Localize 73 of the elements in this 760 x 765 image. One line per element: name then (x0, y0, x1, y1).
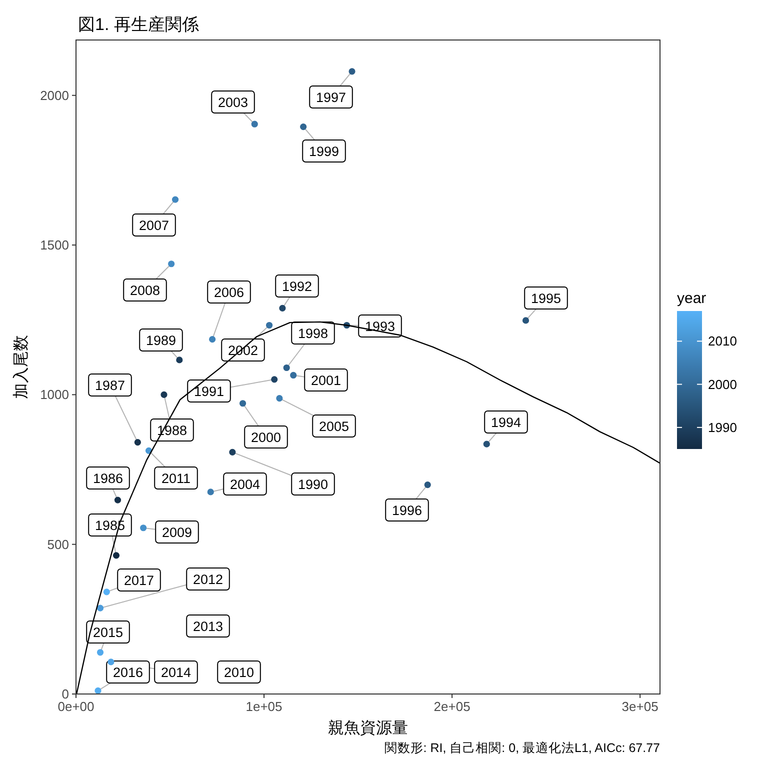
annotation: 1990 (298, 477, 328, 492)
point (112, 552, 120, 559)
annotation: 1998 (298, 326, 328, 341)
point (522, 317, 530, 324)
point (290, 372, 297, 379)
annotation: 2009 (162, 525, 192, 540)
point (207, 488, 214, 496)
annotation: 2013 (192, 619, 224, 634)
x-tick-label: 1e+05 (246, 699, 282, 714)
annotation: 2015 (92, 625, 124, 640)
point (283, 364, 290, 372)
annotation: 2006 (214, 285, 244, 300)
annotation: 1991 (194, 384, 224, 399)
annotation: 1987 (94, 378, 126, 393)
point (96, 649, 104, 656)
annotation: 1986 (92, 471, 124, 486)
point (251, 120, 258, 128)
annotation: 2003 (218, 95, 248, 110)
point (160, 391, 168, 398)
point (94, 687, 102, 694)
annotation: 1995 (530, 291, 562, 306)
point (172, 196, 179, 203)
annotation: 2012 (192, 572, 224, 587)
annotation: 1996 (392, 503, 422, 518)
y-axis-title: 加入尾数 (12, 335, 30, 399)
color-bar-label: 2000 (708, 376, 737, 392)
point (114, 496, 122, 504)
point (96, 604, 104, 612)
point (239, 400, 246, 407)
y-tick-label: 0 (62, 686, 69, 702)
point (209, 336, 216, 343)
chart-title: 図1. 再生産関係 (78, 15, 199, 34)
color-bar-title: year (677, 290, 706, 307)
annotation: 1993 (364, 319, 396, 334)
annotation: 1992 (282, 279, 312, 294)
annotation: 1997 (316, 90, 346, 105)
annotation: 2011 (161, 471, 191, 486)
annotation: 2014 (160, 665, 192, 680)
point (140, 524, 147, 532)
annotation: 2010 (224, 665, 254, 680)
annotation: 2000 (250, 430, 282, 445)
annotation: 1999 (308, 144, 340, 159)
y-tick-label: 1000 (40, 387, 69, 402)
x-axis-title: 親魚資源量 (328, 719, 408, 737)
point (229, 448, 236, 456)
point (279, 304, 286, 312)
y-tick-label: 500 (47, 536, 69, 552)
point (424, 481, 431, 488)
annotation: 2001 (310, 373, 342, 388)
color-bar-label: 1990 (708, 420, 737, 435)
point (134, 438, 141, 446)
annotation: 2007 (138, 218, 170, 233)
annotation: 1989 (146, 333, 176, 348)
annotation: 2008 (130, 283, 160, 298)
annotation: 2005 (318, 419, 350, 434)
point (168, 260, 175, 268)
x-tick-label: 0e+00 (58, 699, 94, 714)
y-tick-label: 2000 (40, 88, 69, 103)
point (276, 394, 283, 402)
annotation: 1994 (490, 415, 522, 430)
point (103, 588, 110, 596)
point (348, 68, 356, 75)
point (483, 440, 490, 448)
x-tick-label: 3e+05 (622, 699, 658, 714)
point (300, 124, 307, 130)
point (271, 376, 278, 383)
point (176, 356, 183, 364)
text: 関数形: RI, 自己相関: 0, 最適化法L1, AICc: 67.77 (384, 740, 660, 755)
color-bar-label: 2010 (708, 334, 737, 349)
annotation: 2017 (124, 573, 154, 588)
x-tick-label: 2e+05 (434, 699, 470, 714)
annotation: 2004 (230, 477, 260, 492)
y-tick-label: 1500 (40, 238, 69, 253)
